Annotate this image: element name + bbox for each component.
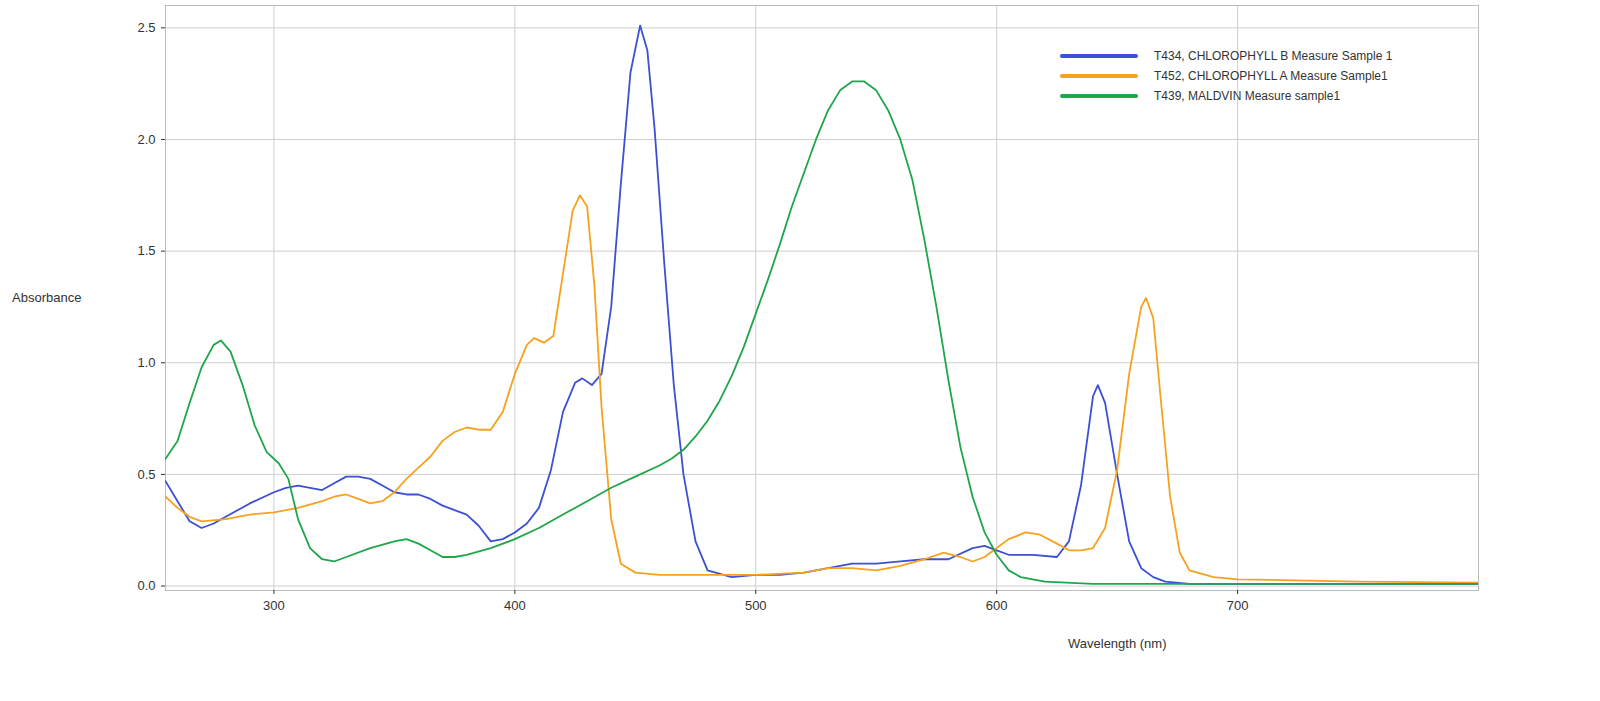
svg-text:0.0: 0.0 <box>137 578 155 593</box>
svg-text:300: 300 <box>263 598 285 613</box>
html-text:T452, CHLOROPHYLL A Measure Sa: T452, CHLOROPHYLL A Measure Sample1 <box>1154 69 1388 83</box>
html-text:Wavelength (nm): Wavelength (nm) <box>1068 636 1167 651</box>
html-text:Absorbance: Absorbance <box>12 290 82 305</box>
svg-text:2.5: 2.5 <box>137 20 155 35</box>
svg-text:700: 700 <box>1227 598 1249 613</box>
html-text:T439, MALDVIN Measure sample1: T439, MALDVIN Measure sample1 <box>1154 89 1341 103</box>
svg-text:2.0: 2.0 <box>137 132 155 147</box>
svg-text:1.0: 1.0 <box>137 355 155 370</box>
html-text:T434, CHLOROPHYLL B Measure Sa: T434, CHLOROPHYLL B Measure Sample 1 <box>1154 49 1393 63</box>
svg-text:600: 600 <box>986 598 1008 613</box>
svg-text:1.5: 1.5 <box>137 243 155 258</box>
svg-text:0.5: 0.5 <box>137 467 155 482</box>
svg-text:400: 400 <box>504 598 526 613</box>
svg-text:500: 500 <box>745 598 767 613</box>
